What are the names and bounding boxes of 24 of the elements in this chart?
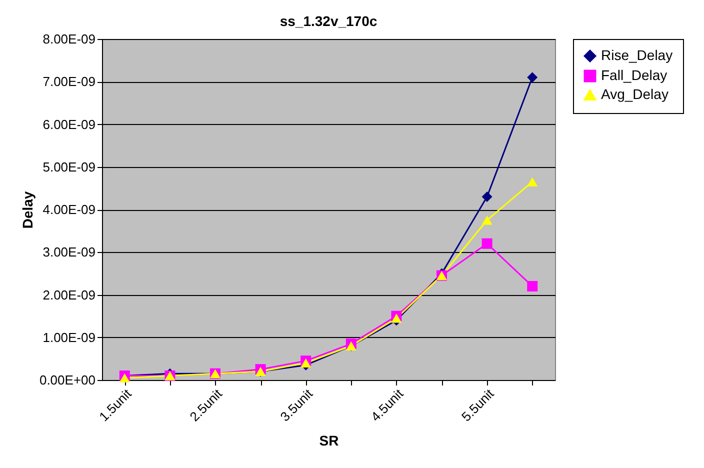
point [482, 238, 492, 249]
y-tick-label: 6.00E-09 [42, 116, 96, 132]
point [527, 177, 538, 186]
y-tick-label: 1.00E-09 [42, 330, 96, 345]
point [527, 280, 538, 292]
y-tick-label: 5.00E-09 [42, 159, 96, 174]
point [482, 191, 492, 202]
y-tick-label: 7.00E-09 [42, 74, 96, 90]
y-tick-label: 3.00E-09 [42, 244, 96, 260]
point [482, 216, 492, 225]
point [300, 358, 312, 368]
legend-label: Fall_Delay [601, 67, 668, 83]
x-axis-title: SR [319, 432, 339, 448]
point [391, 314, 402, 323]
point [119, 373, 130, 382]
legend-label: Rise_Delay [601, 47, 673, 63]
y-tick-label: 2.00E-09 [42, 287, 96, 302]
y-tick-label: 8.00E-09 [42, 32, 96, 46]
y-axis-title: Delay [19, 191, 36, 229]
chart-title: ss_1.32v_170c [280, 13, 378, 29]
legend-label: Avg_Delay [601, 86, 668, 102]
y-tick-label: 4.00E-09 [42, 202, 96, 217]
y-tick-label: 0.00E+00 [39, 372, 96, 388]
point [527, 72, 538, 83]
